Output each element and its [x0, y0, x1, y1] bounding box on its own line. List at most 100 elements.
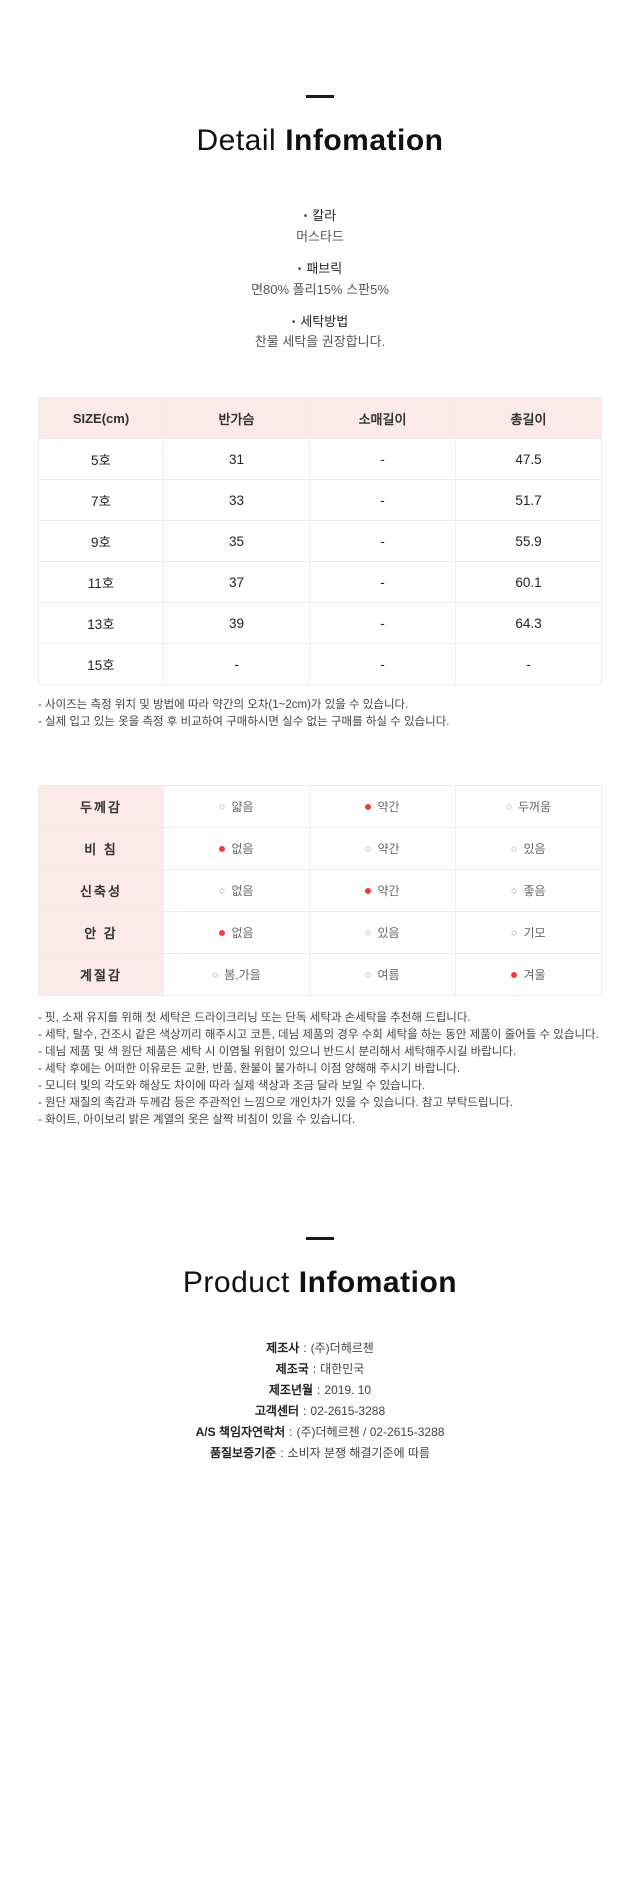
radio-icon	[365, 888, 372, 895]
spec-label: 두께감	[38, 785, 164, 829]
table-row: 5호 31 - 47.5	[38, 438, 602, 481]
option-label: 얇음	[231, 800, 254, 815]
spec-row-elasticity: 신축성 없음 약간 좋음	[38, 869, 602, 913]
radio-icon	[219, 804, 226, 811]
colon-separator: :	[280, 1446, 284, 1461]
note-line: - 데님 제품 및 색 원단 제품은 세탁 시 이염될 위험이 있으니 반드시 …	[38, 1046, 517, 1059]
spec-row-sheerness: 비 침 없음 약간 있음	[38, 827, 602, 871]
size-cell: 5호	[38, 438, 164, 481]
note-line: - 모니터 빛의 각도와 해상도 차이에 따라 실제 색상과 조금 달라 보일 …	[38, 1080, 426, 1093]
country-row: 제조국: 대한민국	[0, 1359, 640, 1380]
table-row: 11호 37 - 60.1	[38, 561, 602, 604]
info-label: 제조년월	[268, 1383, 314, 1398]
chest-cell: 39	[163, 602, 310, 645]
note-line: - 세탁, 탈수, 건조시 같은 색상끼리 해주시고 코튼, 데님 제품의 경우…	[38, 1029, 599, 1042]
info-value: 2019. 10	[324, 1383, 372, 1398]
warranty-row: 품질보증기준: 소비자 분쟁 해결기준에 따름	[0, 1443, 640, 1464]
heading-divider-bar	[306, 95, 334, 98]
radio-icon	[212, 972, 219, 979]
table-row: 7호 33 - 51.7	[38, 479, 602, 522]
length-cell: 47.5	[455, 438, 602, 481]
detail-info-title: Detail Infomation	[0, 124, 640, 158]
length-col-header: 총길이	[455, 397, 602, 440]
size-cell: 7호	[38, 479, 164, 522]
info-value: 02-2615-3288	[310, 1404, 386, 1419]
fact-title: 세탁방법	[300, 313, 349, 329]
product-detail-page: Detail Infomation • 칼라 머스타드 • 패브릭 면80% 폴리15…	[0, 95, 640, 1464]
info-value: 소비자 분쟁 해결기준에 따름	[287, 1446, 431, 1461]
product-info-list: 제조사: (주)더헤르첸 제조국: 대한민국 제조년월:2019. 10 고객센터:…	[0, 1338, 640, 1464]
spec-option: 좋음	[455, 869, 602, 913]
chest-cell: -	[163, 643, 310, 686]
option-label: 겨울	[523, 968, 546, 983]
spec-option: 없음	[163, 827, 310, 871]
spec-option: 약간	[309, 827, 456, 871]
product-info-title: Product Infomation	[0, 1266, 640, 1300]
manufacturer-row: 제조사: (주)더헤르첸	[0, 1338, 640, 1359]
fact-value: 면80% 폴리15% 스판5%	[251, 281, 389, 297]
spec-option: 없음	[163, 869, 310, 913]
size-table-header-row: SIZE(cm) 반가슴 소매길이 총길이	[38, 397, 602, 440]
info-value: (주)더헤르첸	[310, 1341, 374, 1356]
option-label: 있음	[523, 842, 546, 857]
option-label: 없음	[231, 926, 254, 941]
radio-icon	[365, 804, 372, 811]
detail-info-title-light: Detail	[196, 124, 277, 157]
chest-cell: 31	[163, 438, 310, 481]
size-col-header: SIZE(cm)	[38, 397, 164, 440]
spec-row-thickness: 두께감 얇음 약간 두꺼움	[38, 785, 602, 829]
radio-icon	[219, 846, 226, 853]
fact-title: 패브릭	[306, 260, 343, 276]
table-row: 15호 - - -	[38, 643, 602, 686]
bullet-icon: •	[297, 263, 302, 275]
radio-icon	[511, 888, 518, 895]
manufacture-date-row: 제조년월:2019. 10	[0, 1380, 640, 1401]
bullet-icon: •	[291, 316, 296, 328]
spec-option: 얇음	[163, 785, 310, 829]
fact-title: 칼라	[312, 208, 337, 223]
size-cell: 13호	[38, 602, 164, 645]
spec-option: 겨울	[455, 953, 602, 997]
spec-option: 두꺼움	[455, 785, 602, 829]
length-cell: -	[455, 643, 602, 686]
sleeve-cell: -	[309, 561, 456, 604]
radio-icon	[511, 846, 518, 853]
option-label: 없음	[231, 842, 254, 857]
spec-option: 약간	[309, 869, 456, 913]
sleeve-cell: -	[309, 479, 456, 522]
radio-icon	[219, 930, 226, 937]
spec-option: 있음	[455, 827, 602, 871]
radio-icon	[365, 972, 372, 979]
sleeve-cell: -	[309, 438, 456, 481]
spec-label: 안 감	[38, 911, 164, 955]
note-line: - 화이트, 아이보리 밝은 계열의 옷은 살짝 비침이 있을 수 있습니다.	[38, 1114, 356, 1127]
product-info-section-head: Product Infomation	[0, 1237, 640, 1300]
sleeve-col-header: 소매길이	[309, 397, 456, 440]
spec-option: 봄,가을	[163, 953, 310, 997]
chest-cell: 33	[163, 479, 310, 522]
radio-icon	[511, 930, 518, 937]
colon-separator: :	[289, 1425, 293, 1440]
option-label: 두꺼움	[517, 800, 552, 815]
sleeve-cell: -	[309, 643, 456, 686]
spec-table: 두께감 얇음 약간 두꺼움 비 침 없음 약간 있음 신축성 없음 약간 좋음 …	[38, 785, 602, 997]
table-row: 13호 39 - 64.3	[38, 602, 602, 645]
option-label: 기모	[523, 926, 546, 941]
detail-info-title-bold: Infomation	[285, 124, 444, 157]
length-cell: 64.3	[455, 602, 602, 645]
length-cell: 51.7	[455, 479, 602, 522]
spec-option: 기모	[455, 911, 602, 955]
customer-center-row: 고객센터:02-2615-3288	[0, 1401, 640, 1422]
chest-col-header: 반가슴	[163, 397, 310, 440]
colon-separator: :	[312, 1362, 317, 1377]
fact-value: 찬물 세탁을 권장합니다.	[254, 334, 386, 350]
fact-fabric: • 패브릭 면80% 폴리15% 스판5%	[0, 261, 640, 299]
option-label: 있음	[377, 926, 400, 941]
length-cell: 55.9	[455, 520, 602, 563]
info-value: (주)더헤르첸 / 02-2615-3288	[296, 1425, 445, 1440]
spec-option: 없음	[163, 911, 310, 955]
info-label: 고객센터	[254, 1404, 300, 1419]
sleeve-cell: -	[309, 520, 456, 563]
table-row: 9호 35 - 55.9	[38, 520, 602, 563]
spec-option: 여름	[309, 953, 456, 997]
